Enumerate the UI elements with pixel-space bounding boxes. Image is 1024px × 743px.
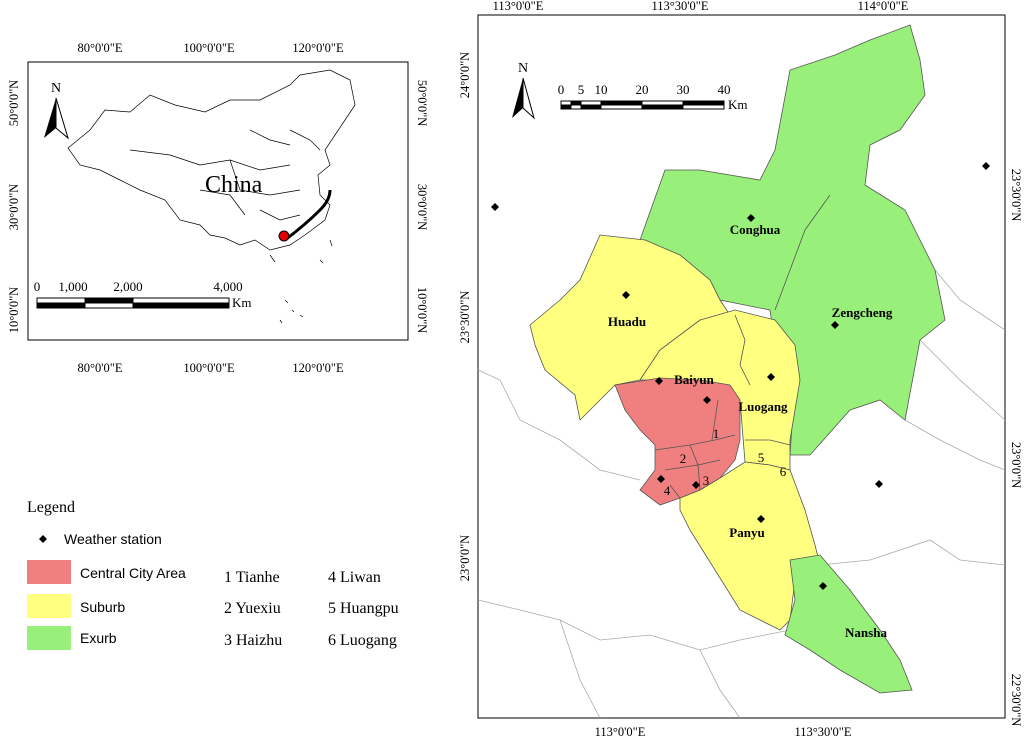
scale-label: 40 (718, 82, 731, 97)
legend-district: 4 Liwan (328, 569, 381, 586)
scale-label: 5 (578, 82, 585, 97)
district-boundary (734, 314, 791, 446)
legend-district: 3 Haizhu (224, 632, 282, 649)
tick-label: 100°0'0"E (183, 41, 235, 55)
district-number: 2 (680, 451, 687, 466)
tick-label: 113°30'0"E (794, 725, 851, 739)
inset-scale-bar (36, 297, 230, 309)
tick-label: 10°0'0"N (7, 287, 21, 333)
tick-label: 23°30'0"N (458, 291, 472, 344)
district-boundary (774, 194, 831, 311)
district-label: Baiyun (674, 372, 715, 387)
scale-label: 10 (595, 82, 608, 97)
legend-district: 5 Huangpu (328, 600, 399, 617)
tick-label: 23°0'0"N (458, 535, 472, 581)
district-label: Huadu (608, 314, 646, 329)
tick-label: 30°0'0"N (415, 184, 429, 230)
study-area-marker (278, 230, 290, 242)
district-number: 1 (713, 426, 720, 441)
tick-label: 30°0'0"N (7, 184, 21, 230)
district-number: 3 (703, 473, 710, 488)
tick-label: 10°0'0"N (415, 287, 429, 333)
north-label: N (51, 81, 61, 96)
legend-district: 2 Yuexiu (224, 600, 281, 617)
district-label: Conghua (730, 222, 781, 237)
tick-label: 120°0'0"E (292, 361, 344, 375)
north-arrow (55, 97, 69, 140)
scale-label: 2,000 (113, 279, 142, 294)
china-outline (67, 69, 356, 324)
north-label: N (518, 61, 528, 76)
scale-label: 4,000 (213, 279, 242, 294)
inset-frame (27, 61, 409, 341)
tick-label: 80°0'0"E (78, 361, 123, 375)
legend-station-symbol (39, 535, 47, 543)
scale-label: 0 (34, 279, 41, 294)
tick-label: 113°0'0"E (493, 0, 544, 13)
main-scale-bar (560, 100, 725, 110)
country-label: China (205, 172, 263, 198)
district-label: Nansha (845, 625, 887, 640)
legend-title: Legend (27, 499, 75, 516)
district-label: Zengcheng (832, 305, 893, 320)
district-number: 4 (664, 483, 671, 498)
north-arrow (522, 77, 535, 120)
tick-label: 23°30'0"N (1009, 169, 1023, 222)
tick-label: 100°0'0"E (183, 361, 235, 375)
tick-label: 114°0'0"E (858, 0, 909, 13)
tick-label: 113°0'0"E (595, 725, 646, 739)
scale-unit: Km (728, 97, 748, 112)
legend-swatch (27, 594, 71, 618)
tick-label: 113°30'0"E (651, 0, 708, 13)
north-arrow (44, 98, 56, 138)
district-label: Panyu (729, 525, 764, 540)
tick-label: 24°0'0"N (458, 52, 472, 98)
legend-swatch (27, 560, 71, 584)
scale-label: 20 (636, 82, 649, 97)
weather-stations (491, 162, 990, 590)
district-number: 5 (758, 450, 765, 465)
tick-label: 22°30'0"N (1009, 674, 1023, 727)
scale-label: 0 (558, 82, 565, 97)
legend-label: Weather station (64, 531, 162, 547)
scale-label: 1,000 (58, 279, 87, 294)
legend-district: 6 Luogang (328, 632, 397, 649)
coastline (284, 189, 332, 242)
district-boundary (654, 399, 736, 499)
north-arrow (512, 78, 523, 118)
background-boundaries (477, 269, 1006, 719)
legend-label: Exurb (80, 630, 117, 646)
tick-label: 50°0'0"N (415, 80, 429, 126)
legend-swatch (27, 626, 71, 650)
tick-label: 120°0'0"E (292, 41, 344, 55)
legend-label: Suburb (80, 599, 125, 615)
tick-label: 23°0'0"N (1009, 442, 1023, 488)
legend-label: Central City Area (80, 565, 186, 581)
scale-label: 30 (677, 82, 690, 97)
scale-unit: Km (232, 295, 252, 310)
district-number: 6 (780, 464, 787, 479)
legend-district: 1 Tianhe (224, 569, 280, 586)
exurb-region (784, 554, 913, 694)
tick-label: 50°0'0"N (7, 80, 21, 126)
exurb-region (639, 24, 946, 456)
district-label: Luogang (738, 399, 788, 414)
tick-label: 80°0'0"E (78, 41, 123, 55)
